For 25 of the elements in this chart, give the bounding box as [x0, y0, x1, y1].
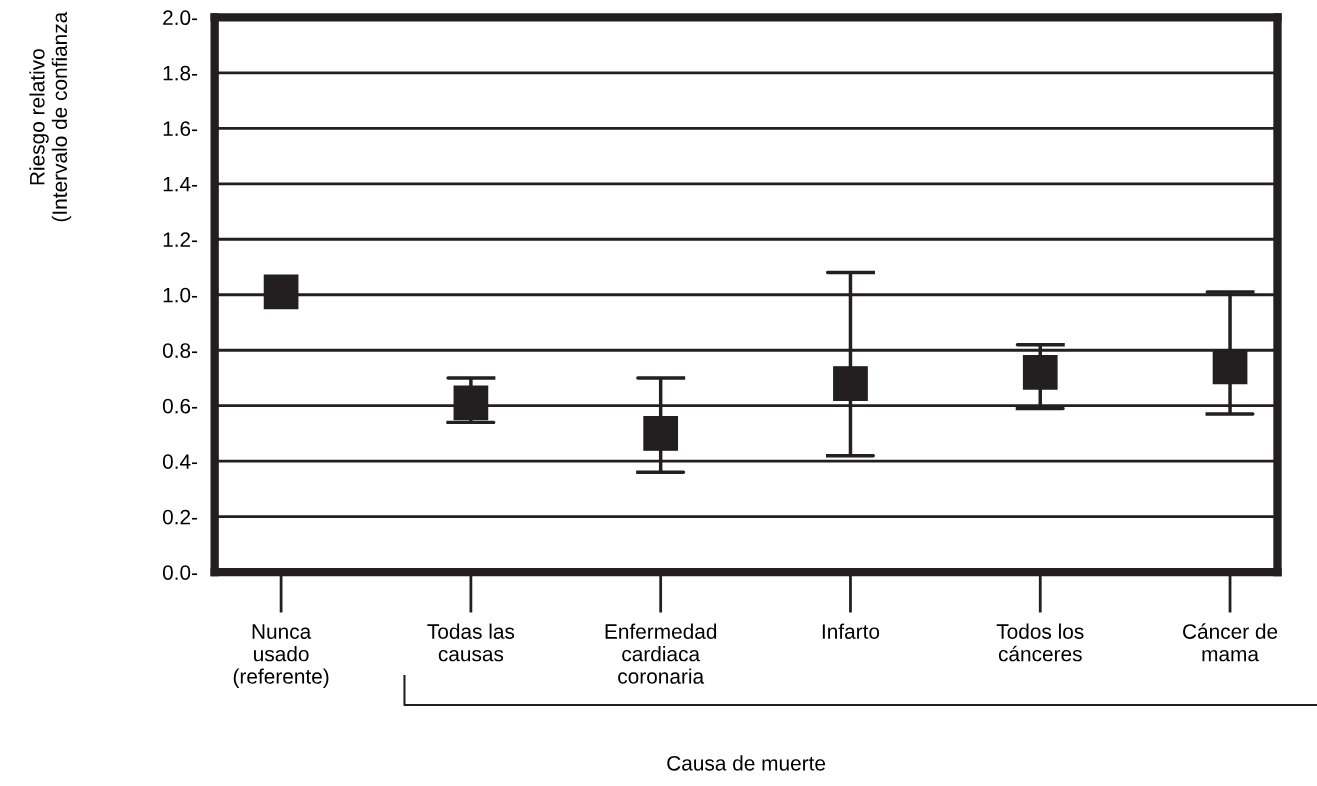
y-tick-label: 0.6- [162, 398, 198, 414]
x-tick-label: Infarto [822, 623, 880, 639]
y-tick-label: 1.2- [163, 232, 198, 247]
point [1212, 349, 1248, 385]
point [263, 274, 299, 310]
y-tick-label: 1.6- [163, 121, 198, 137]
point [833, 366, 868, 401]
x-axis-title: Causa de muerte [667, 755, 826, 771]
y-tick-label: 0.2- [162, 509, 198, 525]
y-tick-label: 0.8- [162, 343, 198, 358]
y-tick-label: 1.0- [163, 287, 198, 303]
x-tick-label: Todos los cánceres [996, 623, 1084, 662]
y-tick-label: 1.4- [163, 176, 198, 192]
point [1022, 355, 1058, 390]
x-tick-label: Todas las causas [427, 623, 515, 662]
y-tick-label: 2.0- [163, 10, 198, 26]
y-axis-title: Riesgo relativo (Intervalo de confianza [29, 11, 72, 222]
point [453, 385, 489, 421]
x-tick-label: Enfermedad cardiaca coronaria [605, 623, 717, 684]
y-tick-label: 0.0- [162, 565, 198, 580]
y-tick-label: 1.8- [163, 65, 198, 81]
x-tick-label: Nunca usado (referente) [233, 624, 329, 688]
point [643, 416, 679, 451]
x-tick-label: Cáncer de mama [1183, 623, 1278, 662]
y-tick-label: 0.4- [162, 454, 198, 469]
